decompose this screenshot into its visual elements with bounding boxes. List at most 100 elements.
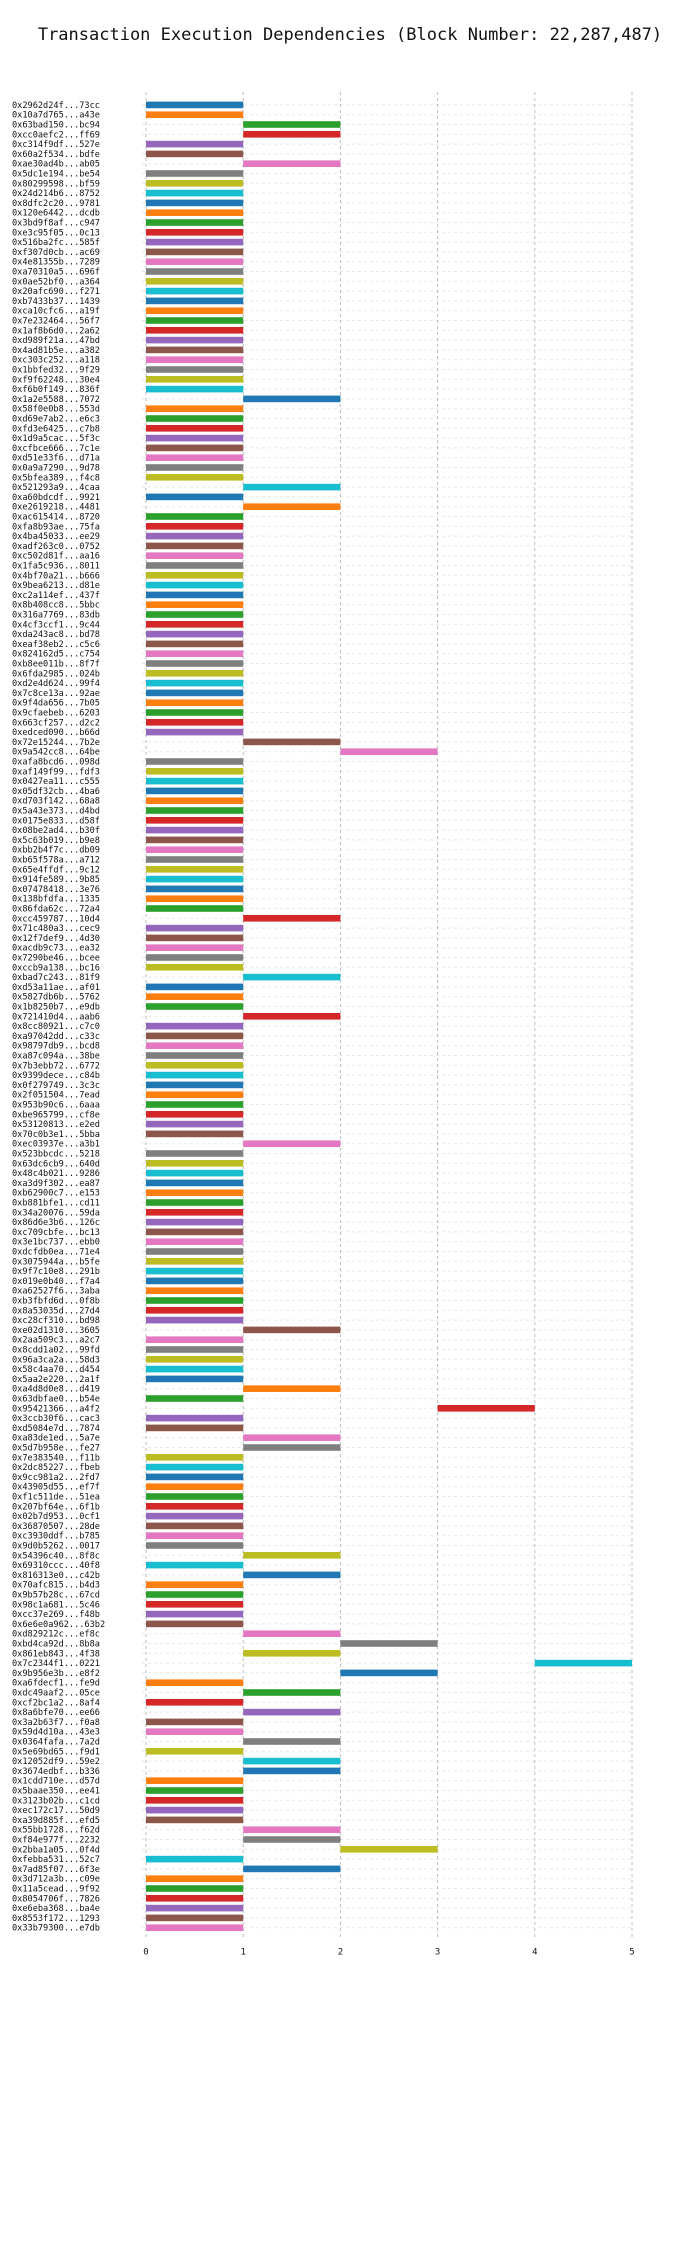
transaction-bar [146, 1601, 244, 1608]
transaction-label: 0x4e81355b...7289 [12, 258, 100, 268]
transaction-label: 0xf1c511de...51ea [12, 1493, 100, 1503]
transaction-label: 0x3075944a...b5fe [12, 1257, 100, 1267]
transaction-label: 0xae30ad4b...ab05 [12, 160, 100, 170]
transaction-bar [146, 1806, 244, 1814]
transaction-label: 0xacdb9c73...ea32 [12, 944, 100, 954]
x-tick-label: 1 [240, 1948, 245, 1958]
transaction-bar [146, 1228, 244, 1236]
x-tick-label: 4 [532, 1948, 537, 1958]
transaction-bar [243, 1552, 341, 1559]
transaction-bar [146, 1277, 244, 1285]
transaction-bar [146, 346, 244, 354]
transaction-label: 0x58c4aa70...d454 [12, 1365, 100, 1375]
transaction-bar [243, 483, 341, 491]
transaction-label: 0x5baae350...ee41 [12, 1787, 100, 1797]
transaction-label: 0xd829212c...ef8c [12, 1630, 100, 1640]
transaction-label: 0x120e6442...dcdb [12, 209, 100, 219]
transaction-bar [146, 101, 244, 109]
transaction-bar [243, 1571, 341, 1579]
transaction-bar [146, 1052, 244, 1059]
transaction-label: 0xd53a11ae...af01 [12, 983, 100, 993]
transaction-label: 0x55bb1728...f62d [12, 1826, 100, 1836]
transaction-label: 0x54396c40...8f8c [12, 1551, 100, 1561]
transaction-label: 0xbe965799...cf8e [12, 1110, 100, 1120]
transaction-label: 0x20afc690...f271 [12, 287, 100, 297]
transaction-label: 0x0364fafa...7a2d [12, 1738, 100, 1748]
transaction-bar [146, 905, 244, 912]
transaction-label: 0xc502d81f...aa16 [12, 552, 100, 562]
transaction-bar [146, 1238, 244, 1245]
transaction-label: 0x516ba2fc...585f [12, 238, 100, 248]
transaction-label: 0xe2619218...4481 [12, 503, 100, 513]
transaction-bar [146, 189, 244, 197]
transaction-label: 0x523bbcdc...5218 [12, 1150, 100, 1160]
transaction-label: 0xbad7c243...81f9 [12, 973, 100, 983]
transaction-label: 0xd989f21a...47bd [12, 336, 100, 346]
transaction-bar [146, 1209, 244, 1216]
transaction-bar [243, 1836, 341, 1843]
transaction-label: 0x7e383540...f11b [12, 1453, 100, 1463]
transaction-label: 0x8054706f...7826 [12, 1894, 100, 1904]
transaction-label: 0x3a2b63f7...f0a8 [12, 1718, 100, 1728]
transaction-bar [146, 376, 244, 383]
transaction-bar [146, 670, 244, 677]
transaction-bar [146, 1503, 244, 1510]
transaction-label: 0x5c63b019...b9e8 [12, 836, 100, 846]
transaction-bar [243, 1689, 341, 1696]
transaction-bar [146, 268, 244, 275]
transaction-label: 0x70c0b3e1...5bba [12, 1130, 100, 1140]
transaction-label: 0x95421366...a4f2 [12, 1404, 100, 1414]
transaction-label: 0x5aa2e220...2a1f [12, 1375, 100, 1385]
transaction-bar [146, 1875, 244, 1882]
transaction-bar [146, 1699, 244, 1706]
transaction-label: 0x34a20076...59da [12, 1208, 100, 1218]
transaction-bar [146, 1748, 244, 1755]
transaction-label: 0x6e6e0a962...63b2 [12, 1620, 105, 1630]
transaction-bar [243, 738, 341, 746]
transaction-bar [146, 1081, 244, 1089]
x-axis-tick-labels: 0 1 2 3 4 5 [143, 1948, 634, 1958]
transaction-bar [243, 1434, 341, 1441]
transaction-bar [146, 336, 244, 344]
transaction-bar [146, 650, 244, 657]
transaction-bar [146, 238, 244, 246]
transaction-label: 0xfa8b93ae...75fa [12, 522, 100, 532]
transaction-bar [146, 758, 244, 765]
transaction-label: 0x7ad85f07...6f3e [12, 1865, 100, 1875]
transaction-label: 0xdc49aaf2...05ce [12, 1689, 100, 1699]
transaction-bar [146, 1179, 244, 1187]
transaction-label: 0x3123b02b...c1cd [12, 1796, 100, 1806]
transaction-bar [146, 826, 244, 834]
transaction-label: 0x12052df9...59e2 [12, 1757, 100, 1767]
transaction-label: 0xaf149f99...fdf3 [12, 767, 100, 777]
transaction-bar [146, 817, 244, 824]
transaction-label: 0xf84e977f...2232 [12, 1836, 100, 1846]
y-axis-labels: 0x2962d24f...73cc0x10a7d765...a43e0x63ba… [12, 101, 105, 1934]
transaction-bar [146, 689, 244, 697]
transaction-label: 0x3d712a3b...c09e [12, 1875, 100, 1885]
transaction-label: 0x36870507...28de [12, 1522, 100, 1532]
transaction-bar [146, 1395, 244, 1402]
transaction-bar [146, 1258, 244, 1265]
transaction-bar [437, 1405, 535, 1412]
transaction-label: 0x5827db6b...5762 [12, 993, 100, 1003]
transaction-label: 0x3bd9f8af...c947 [12, 219, 100, 229]
transaction-bar [146, 621, 244, 628]
transaction-bar [243, 160, 341, 167]
transaction-label: 0x316a7769...83db [12, 611, 100, 621]
transaction-bar [146, 797, 244, 804]
transaction-bar [243, 1013, 341, 1020]
transaction-label: 0x9b956e3b...e8f2 [12, 1669, 100, 1679]
transaction-label: 0xa4d8d0e8...d419 [12, 1385, 100, 1395]
transaction-bar [243, 1630, 341, 1637]
transaction-label: 0xbb2b4f7c...db09 [12, 846, 100, 856]
transaction-bar [243, 915, 341, 922]
transaction-label: 0x521293a9...4caa [12, 483, 100, 493]
transaction-label: 0x63dbfae0...b54e [12, 1395, 100, 1405]
transaction-bar [146, 415, 244, 422]
transaction-label: 0x86d6e3b6...126c [12, 1218, 100, 1228]
transaction-label: 0xbd4ca92d...8b8a [12, 1640, 100, 1650]
transaction-bar [146, 248, 244, 256]
transaction-label: 0x43905d55...ef7f [12, 1483, 100, 1493]
transaction-bar [146, 1150, 244, 1157]
